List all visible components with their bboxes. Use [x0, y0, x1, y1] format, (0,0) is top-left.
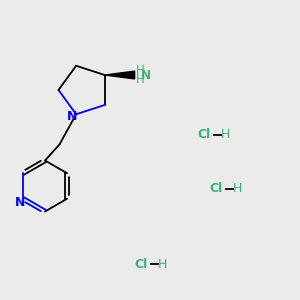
Text: H: H [136, 73, 145, 86]
Text: Cl: Cl [197, 128, 211, 142]
Text: N: N [141, 68, 151, 82]
Text: Cl: Cl [209, 182, 223, 196]
Text: H: H [158, 257, 167, 271]
Text: Cl: Cl [134, 257, 148, 271]
Text: H: H [233, 182, 242, 196]
Text: N: N [67, 110, 77, 123]
Text: H: H [221, 128, 230, 142]
Polygon shape [105, 71, 135, 79]
Text: N: N [15, 196, 26, 209]
Text: H: H [136, 64, 145, 77]
